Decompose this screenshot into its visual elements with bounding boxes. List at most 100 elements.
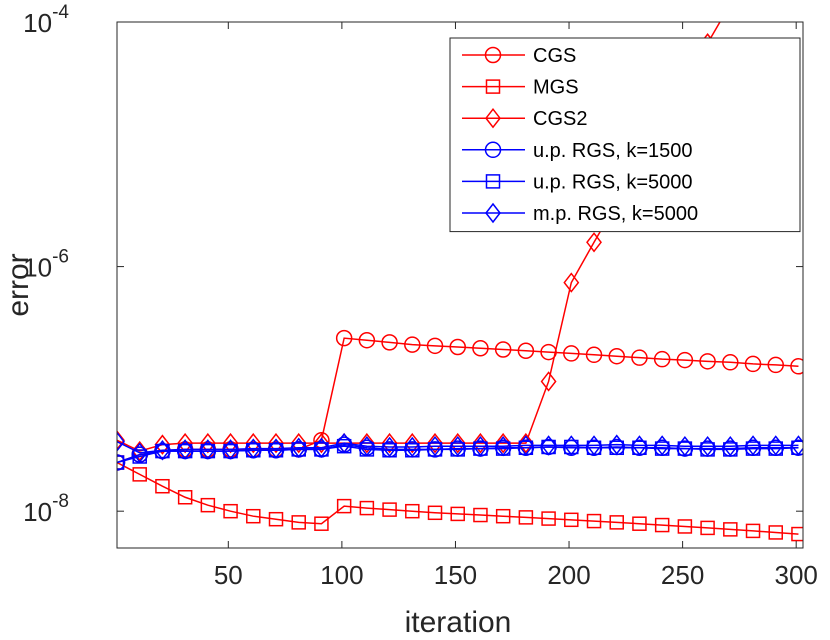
marker [767,435,784,456]
marker [382,502,397,517]
marker [564,512,579,528]
marker [222,439,239,460]
x-tick-label: 300 [774,560,817,590]
marker [495,508,511,524]
marker [427,432,443,454]
marker [654,435,671,456]
x-tick-label: 200 [547,560,590,590]
y-tick-base: 10 [23,497,52,527]
marker [290,437,307,458]
marker [426,337,444,355]
y-tick-label: 10-4 [23,2,69,38]
legend-label: CGS [533,45,576,67]
series-line [117,445,799,464]
marker [699,435,716,457]
marker [449,432,466,454]
marker [335,329,353,347]
y-tick-exponent: -6 [52,247,69,268]
marker [427,505,443,521]
marker [177,439,194,460]
marker [586,435,602,456]
x-tick-label: 150 [434,560,477,590]
marker [117,454,126,471]
legend-label: MGS [533,77,579,99]
marker [495,435,512,457]
marker [245,438,262,459]
marker [563,435,580,456]
marker [723,522,738,537]
axes-box [116,21,804,549]
marker [654,517,670,533]
marker [790,435,803,456]
marker [359,500,375,516]
marker [358,331,376,349]
marker [608,347,625,365]
marker [653,350,671,368]
marker [586,513,602,529]
marker [517,342,535,360]
marker [223,503,238,519]
marker [485,79,501,94]
y-tick-label: 10-6 [23,247,69,283]
marker [791,526,803,542]
y-axis-label: error [2,253,35,316]
marker [563,345,580,362]
marker [199,432,216,454]
marker [485,174,501,189]
marker [199,439,216,460]
marker [494,341,512,358]
marker [381,432,398,454]
marker [405,503,420,519]
legend-label: CGS2 [533,108,587,130]
marker [699,353,716,370]
marker [155,478,170,494]
marker [585,346,603,364]
y-tick-base: 10 [23,8,52,38]
y-tick-label: 10-8 [23,491,69,527]
marker [132,467,147,482]
marker [245,432,262,454]
marker [290,432,307,454]
marker [131,442,148,464]
marker [381,436,398,458]
marker [472,339,489,357]
y-tick-base: 10 [23,253,52,283]
marker [154,440,171,461]
marker [790,358,803,375]
marker [358,435,375,457]
marker [517,435,534,456]
marker [632,516,647,531]
marker [404,432,421,454]
marker [473,507,488,523]
marker [291,515,306,530]
marker [268,432,284,454]
x-tick-label: 100 [320,560,363,590]
legend-label: u.p. RGS, k=5000 [533,171,693,193]
marker [472,435,489,457]
marker [314,516,329,531]
marker [177,432,194,454]
marker [404,336,421,353]
marker [117,455,125,470]
marker [268,511,284,527]
marker [404,436,421,458]
marker [722,435,739,457]
marker [676,435,693,457]
marker [313,437,330,458]
marker [677,519,693,534]
marker [381,334,398,351]
marker [450,506,465,522]
marker [484,141,502,159]
marker [518,510,534,525]
marker [427,435,443,457]
marker [222,432,239,454]
marker [449,435,466,457]
legend-box [449,37,801,233]
marker [358,432,375,454]
marker [563,272,580,293]
marker [313,432,330,454]
marker [768,525,783,540]
x-axis-label: iteration [405,606,512,639]
